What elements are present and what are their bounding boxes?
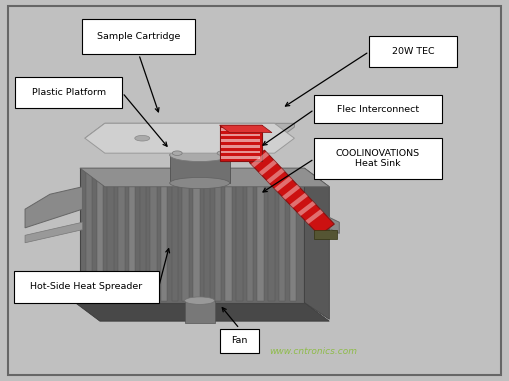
Bar (215, 172, 221, 301)
Bar (225, 172, 232, 301)
Polygon shape (219, 125, 272, 133)
Polygon shape (259, 160, 277, 175)
Text: 20W TEC: 20W TEC (391, 47, 434, 56)
Bar (221, 156, 261, 159)
Polygon shape (249, 150, 334, 235)
Polygon shape (290, 193, 308, 208)
Polygon shape (75, 303, 329, 321)
Bar (172, 172, 178, 301)
Polygon shape (251, 152, 269, 167)
Bar (169, 155, 230, 183)
Ellipse shape (172, 151, 182, 155)
Bar (236, 172, 242, 301)
Bar (129, 172, 135, 301)
Bar (268, 172, 275, 301)
Bar (86, 172, 93, 301)
Text: Flec Interconnect: Flec Interconnect (337, 105, 419, 114)
Bar (369, 35, 457, 67)
Bar (161, 172, 167, 301)
Polygon shape (282, 185, 300, 200)
Polygon shape (304, 168, 329, 319)
Bar (182, 172, 189, 301)
Ellipse shape (217, 151, 227, 155)
Polygon shape (80, 168, 329, 187)
Polygon shape (25, 222, 82, 243)
Ellipse shape (169, 149, 230, 162)
Polygon shape (85, 123, 294, 142)
Bar (221, 128, 261, 131)
Text: Sample Cartridge: Sample Cartridge (97, 32, 180, 41)
Bar (150, 172, 157, 301)
Bar (15, 77, 122, 108)
Ellipse shape (135, 135, 150, 141)
Bar (221, 145, 261, 147)
Polygon shape (85, 123, 294, 153)
Bar (258, 172, 264, 301)
Polygon shape (305, 209, 323, 224)
Bar (185, 301, 215, 323)
Text: Fan: Fan (232, 336, 248, 345)
Text: COOLINOVATIONS
Heat Sink: COOLINOVATIONS Heat Sink (336, 149, 420, 168)
Bar (107, 172, 114, 301)
Bar (97, 172, 103, 301)
Bar (139, 172, 146, 301)
Bar (118, 172, 125, 301)
Bar (315, 95, 441, 123)
Polygon shape (304, 205, 340, 234)
Bar (247, 172, 253, 301)
Polygon shape (25, 187, 82, 228)
Bar (14, 271, 159, 303)
Bar (221, 150, 261, 153)
Polygon shape (298, 201, 316, 216)
Ellipse shape (230, 135, 244, 141)
Polygon shape (267, 168, 285, 184)
Bar (82, 19, 194, 54)
Bar (193, 172, 200, 301)
Text: www.cntronics.com: www.cntronics.com (269, 347, 357, 355)
Bar (219, 125, 262, 161)
Bar (204, 172, 210, 301)
Polygon shape (274, 176, 292, 192)
Bar (219, 329, 260, 353)
Ellipse shape (169, 178, 230, 189)
Bar (290, 172, 296, 301)
Bar (315, 138, 441, 179)
Bar (315, 230, 337, 239)
Bar (80, 168, 304, 303)
Bar (279, 172, 286, 301)
Ellipse shape (185, 297, 215, 304)
Bar (221, 139, 261, 142)
Bar (221, 134, 261, 136)
Text: Plastic Platform: Plastic Platform (32, 88, 106, 97)
Text: Hot-Side Heat Spreader: Hot-Side Heat Spreader (30, 282, 143, 291)
